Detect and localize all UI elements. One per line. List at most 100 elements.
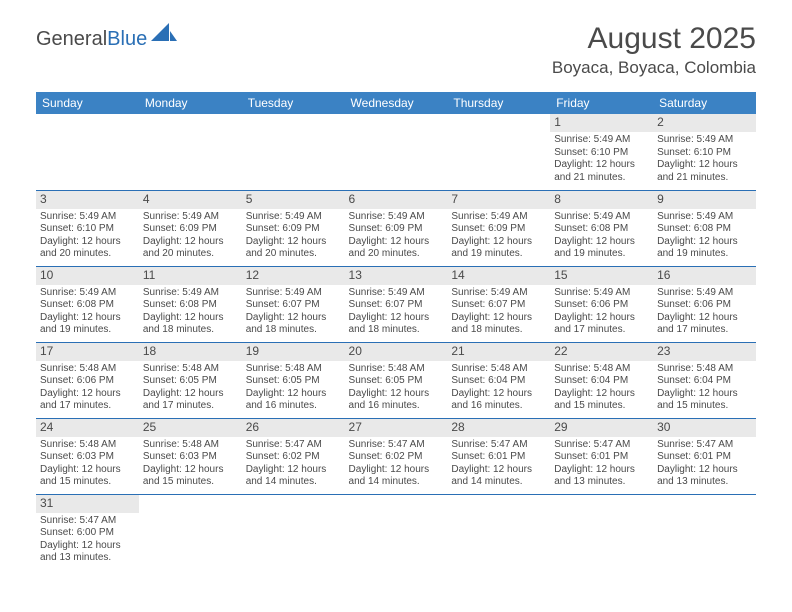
day-number: 25	[143, 420, 238, 435]
day-number-bar: 21	[447, 343, 550, 361]
day-number-bar: 25	[139, 419, 242, 437]
day-detail: Daylight: 12 hours	[40, 540, 135, 553]
day-number: 30	[657, 420, 752, 435]
day-number: 8	[554, 192, 649, 207]
day-detail: Sunset: 6:02 PM	[246, 451, 341, 464]
day-number-bar: 19	[242, 343, 345, 361]
calendar-day: 18Sunrise: 5:48 AMSunset: 6:05 PMDayligh…	[139, 342, 242, 418]
day-detail: Sunrise: 5:49 AM	[451, 211, 546, 224]
day-detail: Sunrise: 5:49 AM	[143, 287, 238, 300]
day-detail: and 16 minutes.	[246, 400, 341, 413]
day-detail: Daylight: 12 hours	[554, 464, 649, 477]
day-number-bar: 8	[550, 191, 653, 209]
weekday-header: Monday	[139, 92, 242, 114]
day-detail: Sunrise: 5:47 AM	[451, 439, 546, 452]
day-number: 17	[40, 344, 135, 359]
calendar-day-empty	[447, 114, 550, 190]
day-detail: Sunrise: 5:49 AM	[143, 211, 238, 224]
calendar-day: 17Sunrise: 5:48 AMSunset: 6:06 PMDayligh…	[36, 342, 139, 418]
day-detail: and 19 minutes.	[657, 248, 752, 261]
day-detail: and 18 minutes.	[143, 324, 238, 337]
day-detail: Daylight: 12 hours	[143, 388, 238, 401]
day-number: 13	[349, 268, 444, 283]
day-detail: and 13 minutes.	[40, 552, 135, 565]
calendar-day: 1Sunrise: 5:49 AMSunset: 6:10 PMDaylight…	[550, 114, 653, 190]
day-detail: Sunrise: 5:49 AM	[246, 211, 341, 224]
day-number: 31	[40, 496, 135, 511]
calendar-day: 2Sunrise: 5:49 AMSunset: 6:10 PMDaylight…	[653, 114, 756, 190]
title-block: August 2025 Boyaca, Boyaca, Colombia	[552, 22, 756, 78]
sail-icon	[151, 23, 177, 46]
day-detail: Sunset: 6:03 PM	[40, 451, 135, 464]
day-detail: Daylight: 12 hours	[657, 312, 752, 325]
day-number: 29	[554, 420, 649, 435]
calendar-day: 19Sunrise: 5:48 AMSunset: 6:05 PMDayligh…	[242, 342, 345, 418]
day-detail: Sunset: 6:06 PM	[657, 299, 752, 312]
logo: General Blue	[36, 28, 177, 51]
day-detail: Daylight: 12 hours	[40, 464, 135, 477]
day-detail: Sunset: 6:07 PM	[349, 299, 444, 312]
day-detail: Daylight: 12 hours	[40, 312, 135, 325]
day-detail: Sunset: 6:05 PM	[246, 375, 341, 388]
day-detail: Daylight: 12 hours	[349, 236, 444, 249]
day-number: 1	[554, 115, 649, 130]
day-number: 27	[349, 420, 444, 435]
calendar-day: 16Sunrise: 5:49 AMSunset: 6:06 PMDayligh…	[653, 266, 756, 342]
day-number-bar: 20	[345, 343, 448, 361]
day-detail: and 15 minutes.	[40, 476, 135, 489]
day-detail: and 20 minutes.	[349, 248, 444, 261]
calendar-day-empty	[36, 114, 139, 190]
day-detail: Daylight: 12 hours	[554, 236, 649, 249]
day-detail: Sunset: 6:05 PM	[349, 375, 444, 388]
day-number: 6	[349, 192, 444, 207]
day-detail: Sunset: 6:10 PM	[554, 147, 649, 160]
day-number-bar: 1	[550, 114, 653, 132]
day-detail: Sunrise: 5:48 AM	[40, 439, 135, 452]
calendar-day-empty	[345, 114, 448, 190]
calendar-day-empty	[345, 494, 448, 570]
day-detail: Sunset: 6:09 PM	[451, 223, 546, 236]
day-detail: Sunrise: 5:48 AM	[554, 363, 649, 376]
day-number-bar: 28	[447, 419, 550, 437]
logo-text-blue: Blue	[107, 28, 147, 51]
day-detail: Daylight: 12 hours	[657, 159, 752, 172]
weekday-header: Tuesday	[242, 92, 345, 114]
calendar-day: 21Sunrise: 5:48 AMSunset: 6:04 PMDayligh…	[447, 342, 550, 418]
calendar-table: SundayMondayTuesdayWednesdayThursdayFrid…	[36, 92, 756, 570]
day-number: 28	[451, 420, 546, 435]
day-detail: Sunrise: 5:48 AM	[657, 363, 752, 376]
day-detail: Sunset: 6:10 PM	[657, 147, 752, 160]
day-detail: Daylight: 12 hours	[657, 236, 752, 249]
calendar-day: 7Sunrise: 5:49 AMSunset: 6:09 PMDaylight…	[447, 190, 550, 266]
day-detail: Sunset: 6:05 PM	[143, 375, 238, 388]
calendar-day: 11Sunrise: 5:49 AMSunset: 6:08 PMDayligh…	[139, 266, 242, 342]
day-detail: Sunrise: 5:49 AM	[40, 287, 135, 300]
day-number: 18	[143, 344, 238, 359]
day-number: 15	[554, 268, 649, 283]
calendar-day: 3Sunrise: 5:49 AMSunset: 6:10 PMDaylight…	[36, 190, 139, 266]
day-detail: Daylight: 12 hours	[554, 388, 649, 401]
calendar-day: 29Sunrise: 5:47 AMSunset: 6:01 PMDayligh…	[550, 418, 653, 494]
day-detail: Daylight: 12 hours	[554, 159, 649, 172]
calendar-day: 22Sunrise: 5:48 AMSunset: 6:04 PMDayligh…	[550, 342, 653, 418]
day-detail: and 13 minutes.	[657, 476, 752, 489]
day-detail: and 21 minutes.	[554, 172, 649, 185]
day-detail: Daylight: 12 hours	[451, 236, 546, 249]
day-detail: and 20 minutes.	[143, 248, 238, 261]
day-detail: and 18 minutes.	[349, 324, 444, 337]
calendar-day-empty	[139, 114, 242, 190]
calendar-day: 8Sunrise: 5:49 AMSunset: 6:08 PMDaylight…	[550, 190, 653, 266]
calendar-day: 25Sunrise: 5:48 AMSunset: 6:03 PMDayligh…	[139, 418, 242, 494]
weekday-header: Saturday	[653, 92, 756, 114]
day-detail: and 15 minutes.	[554, 400, 649, 413]
day-number-bar: 31	[36, 495, 139, 513]
day-number-bar: 24	[36, 419, 139, 437]
day-detail: Sunrise: 5:47 AM	[246, 439, 341, 452]
day-number-bar: 16	[653, 267, 756, 285]
day-detail: Sunset: 6:09 PM	[246, 223, 341, 236]
calendar-day-empty	[139, 494, 242, 570]
day-number: 21	[451, 344, 546, 359]
day-number: 10	[40, 268, 135, 283]
day-detail: Daylight: 12 hours	[451, 464, 546, 477]
calendar-week: 31Sunrise: 5:47 AMSunset: 6:00 PMDayligh…	[36, 494, 756, 570]
